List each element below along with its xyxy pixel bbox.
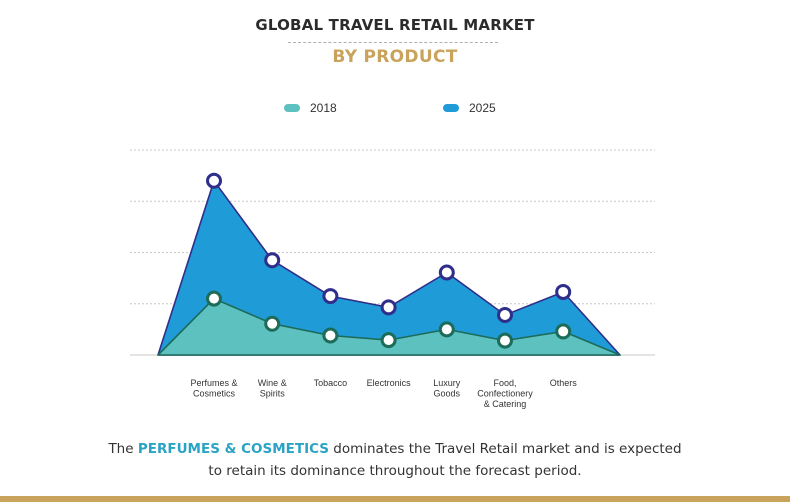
caption-line1-suffix: dominates the Travel Retail market and i… (333, 441, 682, 457)
legend-item-2018: 2018 (284, 101, 337, 115)
x-tick-label: Luxury Goods (433, 378, 461, 399)
x-tick-label: Food, Confectionery & Catering (477, 378, 533, 409)
legend-swatch-2025 (443, 104, 459, 112)
legend-label-2025: 2025 (469, 101, 496, 115)
x-tick-label: Tobacco (314, 378, 348, 388)
data-point-2025 (322, 288, 339, 305)
data-point-2018 (206, 290, 222, 307)
data-point-2025 (555, 283, 572, 300)
data-point-2018 (380, 332, 397, 349)
x-tick-label: Wine & Spirits (258, 378, 287, 399)
data-points (206, 172, 572, 349)
caption-line-2: to retain its dominance throughout the f… (208, 463, 582, 479)
x-axis-labels: Perfumes & Cosmetics Wine & Spirits Tobacco E… (190, 378, 577, 409)
data-point-2018 (497, 332, 513, 349)
data-point-2025 (380, 299, 397, 316)
series-area-2025 (157, 180, 621, 356)
data-point-2025 (206, 172, 222, 189)
x-tick-label: Others (550, 378, 578, 388)
chart-legend: 2018 2025 (0, 101, 790, 121)
area-chart: Perfumes & Cosmetics Wine & Spirits Tobacco E… (130, 149, 655, 409)
footer-accent-bar (0, 496, 790, 502)
legend-label-2018: 2018 (310, 101, 337, 115)
data-point-2025 (264, 252, 281, 269)
caption-prefix: The (108, 441, 134, 457)
x-tick-label: Perfumes & Cosmetics (190, 378, 237, 399)
legend-swatch-2018 (284, 104, 300, 112)
chart-title: GLOBAL TRAVEL RETAIL MARKET (255, 16, 535, 34)
data-point-2018 (322, 327, 339, 344)
data-point-2018 (438, 321, 455, 338)
chart-subtitle: BY PRODUCT (332, 47, 458, 67)
series-areas (157, 180, 621, 356)
x-tick-label: Electronics (367, 378, 412, 388)
title-divider (288, 42, 498, 43)
data-point-2025 (497, 307, 513, 324)
caption-highlight: PERFUMES & COSMETICS (137, 441, 329, 457)
caption-line-1: The PERFUMES & COSMETICS dominates the T… (0, 438, 790, 460)
legend-item-2025: 2025 (443, 101, 496, 115)
data-point-2025 (438, 264, 455, 281)
chart-caption: The PERFUMES & COSMETICS dominates the T… (0, 438, 790, 482)
data-point-2018 (555, 323, 572, 340)
data-point-2018 (264, 315, 281, 332)
